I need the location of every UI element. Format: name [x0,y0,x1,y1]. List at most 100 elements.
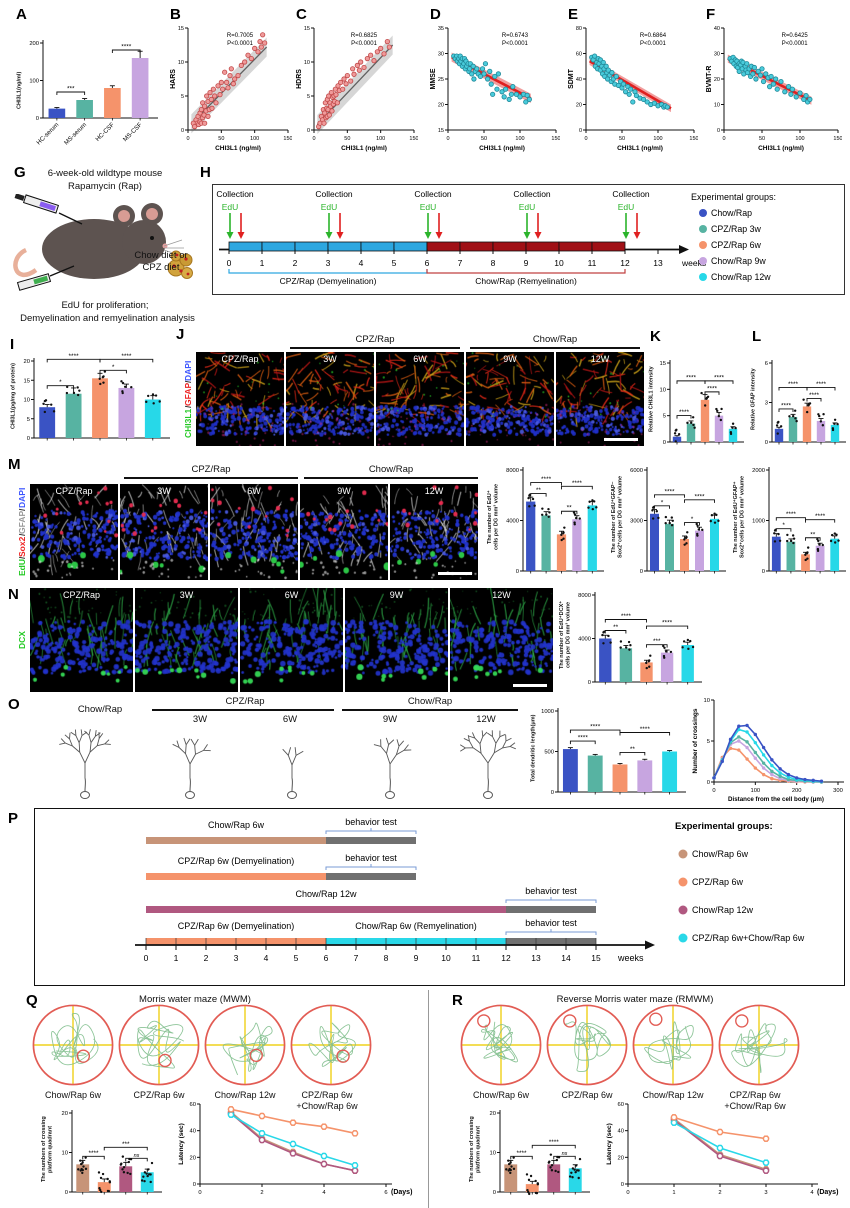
svg-text:5: 5 [663,414,666,420]
y-axis-label: The number of EdU⁺DCX⁺ cells per DG mm³ … [559,600,572,670]
svg-text:2: 2 [260,1190,263,1196]
micrograph: 6W [376,352,464,446]
svg-text:20: 20 [490,1111,496,1117]
svg-text:5: 5 [181,94,184,100]
svg-text:0: 0 [584,136,587,142]
svg-text:****: **** [788,381,799,388]
y-axis-label: CHI3L1(pg/mg of protein) [10,363,17,429]
maze-group-label: CPZ/Rap 6w +Chow/Rap 6w [296,1090,358,1111]
svg-text:20: 20 [714,77,720,83]
group-header-line [470,347,640,349]
micrograph-label: CPZ/Rap [55,486,93,496]
chart-edu-cells: The number of EdU⁺ cells per DG mm³ volu… [484,455,606,579]
svg-text:11: 11 [588,258,597,268]
neuron-tracing [448,722,528,807]
svg-text:Collection: Collection [612,189,650,199]
diet-label: Chow diet or CPZ diet [134,250,188,273]
micrograph-label: 12W [590,354,610,364]
svg-text:HDRS: HDRS [296,69,303,89]
svg-text:0: 0 [762,569,765,575]
chart-edu-gfapneg-sox2: The number of EdU⁺GFAP⁻ Sox2⁺cells per D… [608,455,728,579]
svg-text:ns: ns [562,1151,568,1157]
svg-text:100: 100 [29,79,39,85]
neuron-tracing [350,722,430,807]
svg-text:****: **** [707,385,718,392]
maze-track-plot [30,1002,116,1093]
svg-text:60: 60 [190,1102,196,1108]
group-header: Chow/Rap [407,696,453,707]
svg-text:10: 10 [24,398,30,404]
micrograph-label: 12W [492,590,511,600]
svg-text:**: ** [567,505,573,512]
panel-letter-M: M [8,456,21,473]
svg-text:****: **** [686,374,697,381]
svg-text:9: 9 [524,258,529,268]
svg-text:Latency (sec): Latency (sec) [606,1123,613,1165]
chart-bvmtr-scatter: 0 10 20 30 40 0 50 100 150 BVMT-R CHI3L1 (ng/ml) R=… [704,24,842,154]
svg-text:CPZ/Rap 6w: CPZ/Rap 6w [711,240,762,250]
svg-text:12: 12 [501,953,511,963]
scale-bar [604,438,638,441]
panel-letter-A: A [16,6,27,23]
y-axis-label: The number of EdU⁺ cells per DG mm³ volu… [487,483,500,551]
svg-text:5: 5 [707,739,710,745]
maze-track-plot [544,1002,630,1093]
panel-letter-H: H [200,164,211,181]
svg-text:***: *** [122,1141,130,1148]
panel-letter-B: B [170,6,181,23]
svg-text:3: 3 [765,401,768,407]
svg-text:behavior test: behavior test [525,886,577,896]
timepoint-label: 12W [476,714,496,725]
svg-text:MMSE: MMSE [430,68,437,89]
svg-text:0: 0 [663,440,666,446]
panel-letter-I: I [10,336,15,353]
micrograph: CPZ/Rap [30,588,133,692]
svg-text:Number of crossings: Number of crossings [692,708,699,773]
svg-text:****: **** [664,488,675,495]
channel-label-M: EdU / Sox2/GFAP / DAPI [16,484,28,580]
chart-sholl-crossings: 0 5 10 0 100 200 300 Number of crossings Distanc… [690,694,848,804]
timepoint-label: 9W [382,714,398,725]
svg-text:****: **** [679,409,690,416]
neuron-tracing [45,722,125,807]
analysis-label: Demyelination and remyelination analysis [20,313,195,324]
slash: / [16,508,27,511]
micrograph: 6W [240,588,343,692]
svg-text:50: 50 [759,136,765,142]
chart-hars-scatter: 0 5 10 15 0 50 100 150 HARS CHI3L1 (ng/ml) R=0.700… [168,24,292,154]
svg-text:Chow/Rap 12w: Chow/Rap 12w [711,272,771,282]
svg-text:****: **** [549,1139,560,1146]
svg-text:10: 10 [441,953,451,963]
svg-text:10: 10 [62,1151,68,1157]
panel-letter-G: G [14,164,26,181]
scatter-svg: 0 20 40 60 80 0 50 100 150 SDMT CHI3L1 (ng/ml) R=0.… [568,26,698,152]
maze-group-label: CPZ/Rap 6w [561,1090,613,1100]
neuron-tracing [150,722,230,807]
svg-text:15: 15 [304,26,310,32]
slash: / [182,380,193,383]
micrograph-label: 9W [389,590,404,600]
channel-dcx: DCX [16,631,27,649]
bar-chart-svg: 0 5 10 15 **** **** **** **** [660,360,744,446]
svg-text:1: 1 [672,1190,675,1196]
panel-letter-D: D [430,6,441,23]
scale-bar [513,684,547,687]
svg-text:Experimental groups:: Experimental groups: [675,821,773,832]
micrograph-label: 3W [323,354,337,364]
svg-text:***: *** [67,86,75,93]
group-header-line [124,477,298,479]
svg-text:****: **** [694,493,705,500]
micrograph: 3W [135,588,238,692]
svg-text:100: 100 [653,136,662,142]
svg-text:50: 50 [481,136,487,142]
svg-text:1000: 1000 [752,519,765,525]
bar-chart-svg: 0 3 6 **** **** **** **** [765,360,846,446]
svg-text:0: 0 [717,128,720,134]
svg-text:EdU: EdU [519,202,536,212]
chart-chi3l1-intensity: Relative CHI3L1 intensity 0 5 10 15 **** **** *… [646,348,746,450]
svg-text:100: 100 [250,136,259,142]
maze-group-label: Chow/Rap 12w [642,1090,704,1100]
maze-group-label: CPZ/Rap 6w +Chow/Rap 6w [724,1090,786,1111]
svg-text:*: * [661,499,664,506]
